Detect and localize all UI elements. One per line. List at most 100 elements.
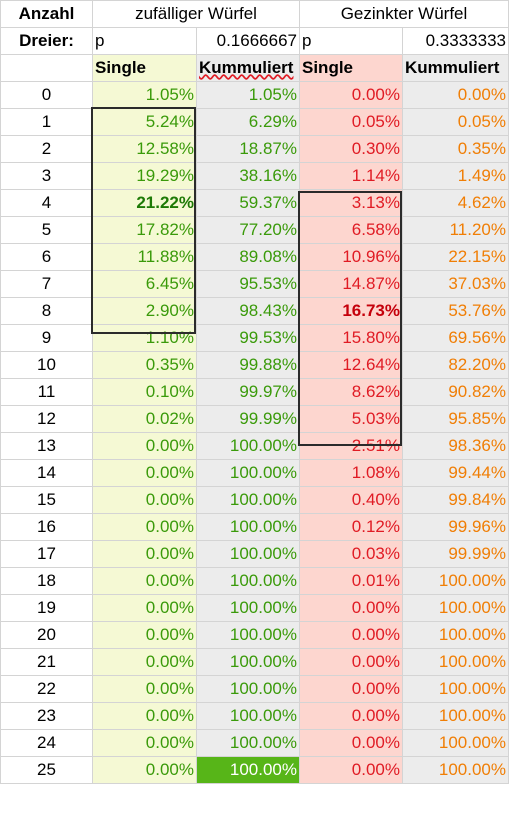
cell-cumulative-fair[interactable]: 100.00% <box>196 459 300 487</box>
cell-cumulative-fair[interactable]: 99.99% <box>196 405 300 433</box>
cell-single-fair[interactable]: 1.10% <box>92 324 197 352</box>
cell-cumulative-fair[interactable]: 100.00% <box>196 621 300 649</box>
cell-single-fair[interactable]: 0.00% <box>92 729 197 757</box>
cell-single-loaded[interactable]: 0.40% <box>299 486 403 514</box>
cell-single-fair[interactable]: 0.00% <box>92 459 197 487</box>
cell-anzahl[interactable]: 0 <box>0 81 93 109</box>
cell-cumulative-loaded[interactable]: 37.03% <box>402 270 509 298</box>
cell-single-loaded[interactable]: 0.05% <box>299 108 403 136</box>
cell-single-fair[interactable]: 0.00% <box>92 621 197 649</box>
cell-anzahl[interactable]: 1 <box>0 108 93 136</box>
cell-cumulative-loaded[interactable]: 99.96% <box>402 513 509 541</box>
cell-anzahl[interactable]: 2 <box>0 135 93 163</box>
cell-single-loaded[interactable]: 12.64% <box>299 351 403 379</box>
cell-anzahl[interactable]: 12 <box>0 405 93 433</box>
cell-cumulative-loaded[interactable]: 100.00% <box>402 675 509 703</box>
cell-p-loaded-label[interactable]: p <box>299 27 403 55</box>
cell-single-fair[interactable]: 0.00% <box>92 702 197 730</box>
cell-anzahl[interactable]: 24 <box>0 729 93 757</box>
cell-anzahl[interactable]: 15 <box>0 486 93 514</box>
cell-cumulative-loaded[interactable]: 90.82% <box>402 378 509 406</box>
cell-cumulative-loaded[interactable]: 99.84% <box>402 486 509 514</box>
cell-single-loaded[interactable]: 15.80% <box>299 324 403 352</box>
cell-cumulative-loaded[interactable]: 98.36% <box>402 432 509 460</box>
cell-anzahl[interactable]: 11 <box>0 378 93 406</box>
cell-p-fair-label[interactable]: p <box>92 27 197 55</box>
cell-cumulative-loaded[interactable]: 100.00% <box>402 621 509 649</box>
cell-single-fair[interactable]: 1.05% <box>92 81 197 109</box>
cell-single-fair[interactable]: 0.00% <box>92 648 197 676</box>
cell-anzahl[interactable]: 6 <box>0 243 93 271</box>
cell-single-loaded[interactable]: 8.62% <box>299 378 403 406</box>
cell-single-loaded[interactable]: 0.00% <box>299 675 403 703</box>
cell-single-fair[interactable]: 19.29% <box>92 162 197 190</box>
cell-cumulative-loaded[interactable]: 100.00% <box>402 594 509 622</box>
cell-single-loaded[interactable]: 1.08% <box>299 459 403 487</box>
cell-cumulative-loaded[interactable]: 100.00% <box>402 756 509 784</box>
cell-anzahl[interactable]: 3 <box>0 162 93 190</box>
cell-single-loaded[interactable]: 0.00% <box>299 756 403 784</box>
cell-single-fair[interactable]: 0.00% <box>92 513 197 541</box>
cell-cumulative-fair[interactable]: 100.00% <box>196 675 300 703</box>
cell-anzahl[interactable]: 19 <box>0 594 93 622</box>
cell-single-fair[interactable]: 12.58% <box>92 135 197 163</box>
cell-single-loaded[interactable]: 3.13% <box>299 189 403 217</box>
cell-cumulative-fair[interactable]: 59.37% <box>196 189 300 217</box>
cell-dreier-label[interactable]: Dreier: <box>0 27 93 55</box>
cell-single-fair[interactable]: 5.24% <box>92 108 197 136</box>
cell-cumulative-loaded[interactable]: 4.62% <box>402 189 509 217</box>
cell-anzahl[interactable]: 20 <box>0 621 93 649</box>
cell-single-fair[interactable]: 21.22% <box>92 189 197 217</box>
cell-single-loaded[interactable]: 5.03% <box>299 405 403 433</box>
cell-single-loaded[interactable]: 1.14% <box>299 162 403 190</box>
cell-single-fair[interactable]: 0.00% <box>92 675 197 703</box>
cell-cumulative-fair[interactable]: 1.05% <box>196 81 300 109</box>
cell-empty-header[interactable] <box>0 54 93 82</box>
cell-p-loaded-value[interactable]: 0.3333333 <box>402 27 509 55</box>
cell-cumulative-loaded[interactable]: 0.00% <box>402 81 509 109</box>
cell-single-fair[interactable]: 0.00% <box>92 486 197 514</box>
cell-cumulative-fair[interactable]: 18.87% <box>196 135 300 163</box>
cell-cumulative-fair[interactable]: 100.00% <box>196 756 300 784</box>
cell-cumulative-fair[interactable]: 100.00% <box>196 702 300 730</box>
cell-cumulative-fair[interactable]: 89.08% <box>196 243 300 271</box>
cell-anzahl[interactable]: 13 <box>0 432 93 460</box>
cell-single-loaded[interactable]: 0.00% <box>299 81 403 109</box>
cell-single-loaded[interactable]: 0.12% <box>299 513 403 541</box>
cell-cumulative-fair[interactable]: 100.00% <box>196 729 300 757</box>
cell-cumulative-loaded[interactable]: 53.76% <box>402 297 509 325</box>
cell-anzahl[interactable]: 14 <box>0 459 93 487</box>
cell-single-loaded[interactable]: 0.00% <box>299 621 403 649</box>
cell-cumulative-loaded[interactable]: 100.00% <box>402 729 509 757</box>
cell-cumulative-loaded[interactable]: 69.56% <box>402 324 509 352</box>
cell-cumulative-loaded[interactable]: 0.05% <box>402 108 509 136</box>
cell-single-fair[interactable]: 0.35% <box>92 351 197 379</box>
cell-single-loaded[interactable]: 0.30% <box>299 135 403 163</box>
cell-fair-die-header[interactable]: zufälliger Würfel <box>92 0 300 28</box>
cell-cumulative-fair[interactable]: 38.16% <box>196 162 300 190</box>
cell-cumulative-loaded[interactable]: 1.49% <box>402 162 509 190</box>
cell-loaded-die-header[interactable]: Gezinkter Würfel <box>299 0 509 28</box>
cell-cumulative-fair[interactable]: 100.00% <box>196 594 300 622</box>
cell-anzahl-header[interactable]: Anzahl <box>0 0 93 28</box>
cell-anzahl[interactable]: 5 <box>0 216 93 244</box>
cell-cumulative-fair[interactable]: 6.29% <box>196 108 300 136</box>
cell-cumulative-fair[interactable]: 100.00% <box>196 486 300 514</box>
cell-single-loaded[interactable]: 0.00% <box>299 594 403 622</box>
cell-single-loaded[interactable]: 0.01% <box>299 567 403 595</box>
cell-cumulative-fair[interactable]: 100.00% <box>196 513 300 541</box>
cell-single-fair[interactable]: 0.02% <box>92 405 197 433</box>
cell-cumulative-loaded[interactable]: 82.20% <box>402 351 509 379</box>
cell-anzahl[interactable]: 22 <box>0 675 93 703</box>
cell-p-fair-value[interactable]: 0.1666667 <box>196 27 300 55</box>
cell-single-loaded[interactable]: 14.87% <box>299 270 403 298</box>
cell-cumulative-fair[interactable]: 98.43% <box>196 297 300 325</box>
cell-single-fair[interactable]: 11.88% <box>92 243 197 271</box>
cell-single-fair[interactable]: 0.00% <box>92 594 197 622</box>
cell-anzahl[interactable]: 9 <box>0 324 93 352</box>
cell-single-loaded[interactable]: 0.00% <box>299 648 403 676</box>
cell-single-loaded[interactable]: 0.03% <box>299 540 403 568</box>
cell-anzahl[interactable]: 8 <box>0 297 93 325</box>
cell-single-fair[interactable]: 0.00% <box>92 567 197 595</box>
cell-cumulative-loaded[interactable]: 22.15% <box>402 243 509 271</box>
